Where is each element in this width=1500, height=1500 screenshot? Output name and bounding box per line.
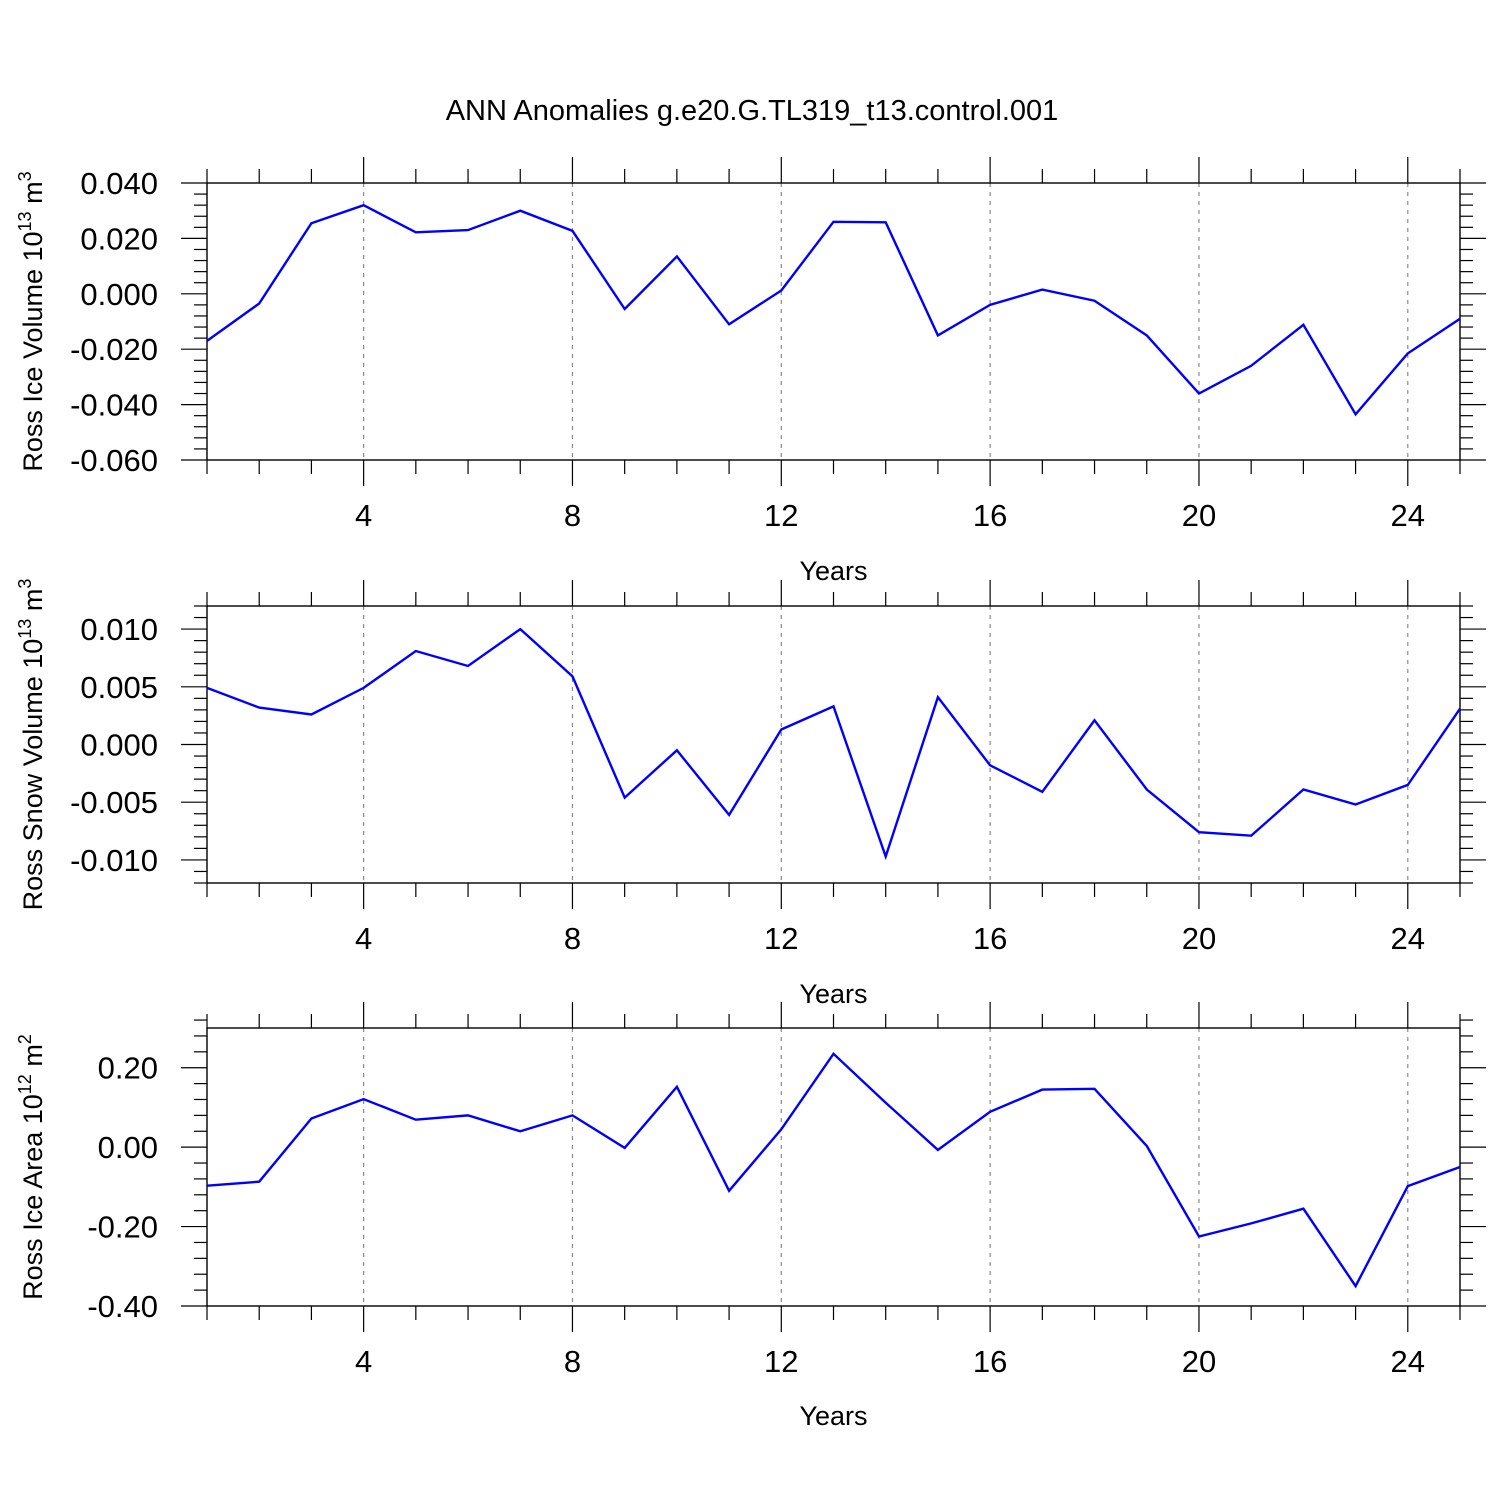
y-tick-label: -0.040 [70, 388, 158, 423]
y-tick-label: 0.005 [80, 670, 158, 705]
y-tick-label: 0.000 [80, 277, 158, 312]
x-tick-label: 16 [973, 921, 1007, 956]
x-axis-label: Years [799, 979, 867, 1009]
x-axis-label: Years [799, 556, 867, 586]
plot-frame [206, 182, 1461, 461]
x-tick-label: 24 [1391, 1344, 1425, 1379]
x-tick-label: 12 [764, 498, 798, 533]
x-axis-label: Years [799, 1401, 867, 1431]
x-tick-label: 16 [973, 1344, 1007, 1379]
y-axis-label: Ross Snow Volume 1013 m3 [15, 579, 48, 911]
x-tick-label: 16 [973, 498, 1007, 533]
x-tick-label: 4 [355, 498, 372, 533]
chart-panel-2: 4 8 12 16 20 24 -0.010 -0.005 0.000 0.005 0.010 Yea… [15, 579, 1486, 1009]
y-tick-label: -0.005 [70, 785, 158, 820]
y-tick-label: 0.20 [98, 1051, 158, 1086]
y-tick-label: 0.000 [80, 728, 158, 763]
x-tick-label: 8 [564, 1344, 581, 1379]
y-tick-label: -0.40 [87, 1289, 158, 1324]
series-line [206, 1051, 1461, 1289]
x-tick-label: 8 [564, 498, 581, 533]
x-tick-label: 20 [1182, 1344, 1216, 1379]
plot-frame [206, 605, 1461, 884]
plot-frame [206, 1027, 1461, 1307]
y-tick-label: 0.040 [80, 166, 158, 201]
x-tick-label: 4 [355, 1344, 372, 1379]
chart-panel-1: 4 8 12 16 20 24 -0.060 -0.040 -0.020 0.000 0.020 0.… [15, 157, 1486, 586]
series-line [206, 203, 1461, 417]
y-tick-label: 0.00 [98, 1130, 158, 1165]
x-tick-label: 24 [1391, 921, 1425, 956]
series-line [206, 627, 1461, 861]
x-tick-label: 8 [564, 921, 581, 956]
chart-title: ANN Anomalies g.e20.G.TL319_t13.control.… [446, 95, 1059, 127]
y-tick-label: 0.020 [80, 221, 158, 256]
y-tick-label: -0.060 [70, 443, 158, 478]
y-tick-label: -0.20 [87, 1210, 158, 1245]
y-axis-label: Ross Ice Volume 1013 m3 [15, 171, 48, 471]
x-tick-label: 20 [1182, 498, 1216, 533]
x-tick-label: 20 [1182, 921, 1216, 956]
x-tick-label: 4 [355, 921, 372, 956]
y-tick-label: 0.010 [80, 612, 158, 647]
y-axis-label: Ross Ice Area 1012 m2 [15, 1034, 48, 1300]
chart-panels: 4 8 12 16 20 24 -0.060 -0.040 -0.020 0.000 0.020 0.… [15, 157, 1486, 1431]
y-tick-label: -0.020 [70, 332, 158, 367]
x-tick-label: 24 [1391, 498, 1425, 533]
y-tick-label: -0.010 [70, 843, 158, 878]
x-tick-label: 12 [764, 921, 798, 956]
x-tick-label: 12 [764, 1344, 798, 1379]
chart-panel-3: 4 8 12 16 20 24 -0.40 -0.20 0.00 0.20 Years Ross Ic… [15, 1002, 1486, 1431]
